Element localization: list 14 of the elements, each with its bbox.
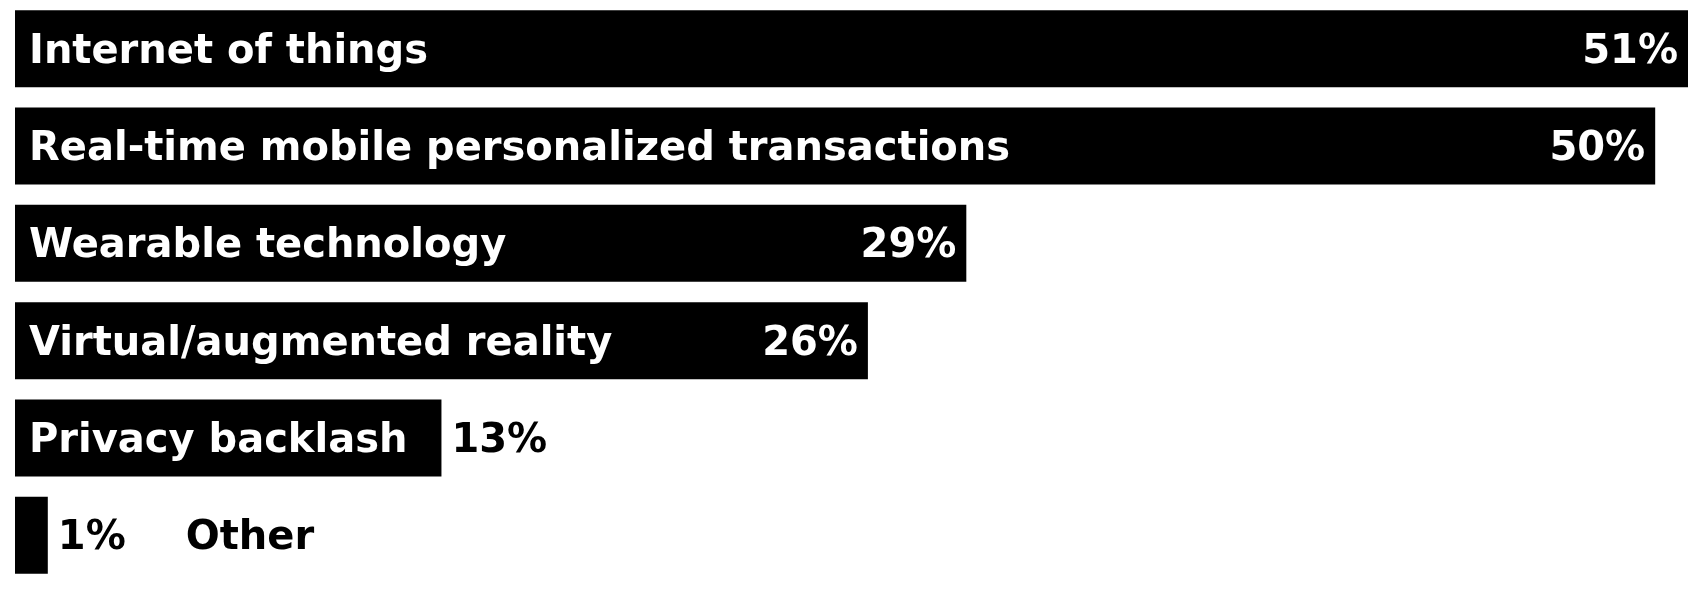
- y-tick-label: Virtual/augmented reality: [29, 317, 613, 364]
- y-tick-label: Privacy backlash: [29, 415, 408, 461]
- bar: [15, 10, 1688, 88]
- data-label: 50%: [1549, 123, 1646, 169]
- y-tick-label: Wearable technology: [29, 220, 507, 267]
- data-label: 51%: [1582, 25, 1678, 72]
- y-tick-label: Real-time mobile personalized transactions: [29, 123, 1011, 169]
- data-label: 1%: [57, 512, 126, 559]
- y-tick-label: Internet of things: [29, 25, 429, 72]
- data-label: 26%: [762, 317, 858, 364]
- data-label: 29%: [860, 220, 957, 267]
- bar: [15, 496, 48, 574]
- y-tick-label: Other: [185, 512, 315, 559]
- data-label: 13%: [451, 415, 548, 461]
